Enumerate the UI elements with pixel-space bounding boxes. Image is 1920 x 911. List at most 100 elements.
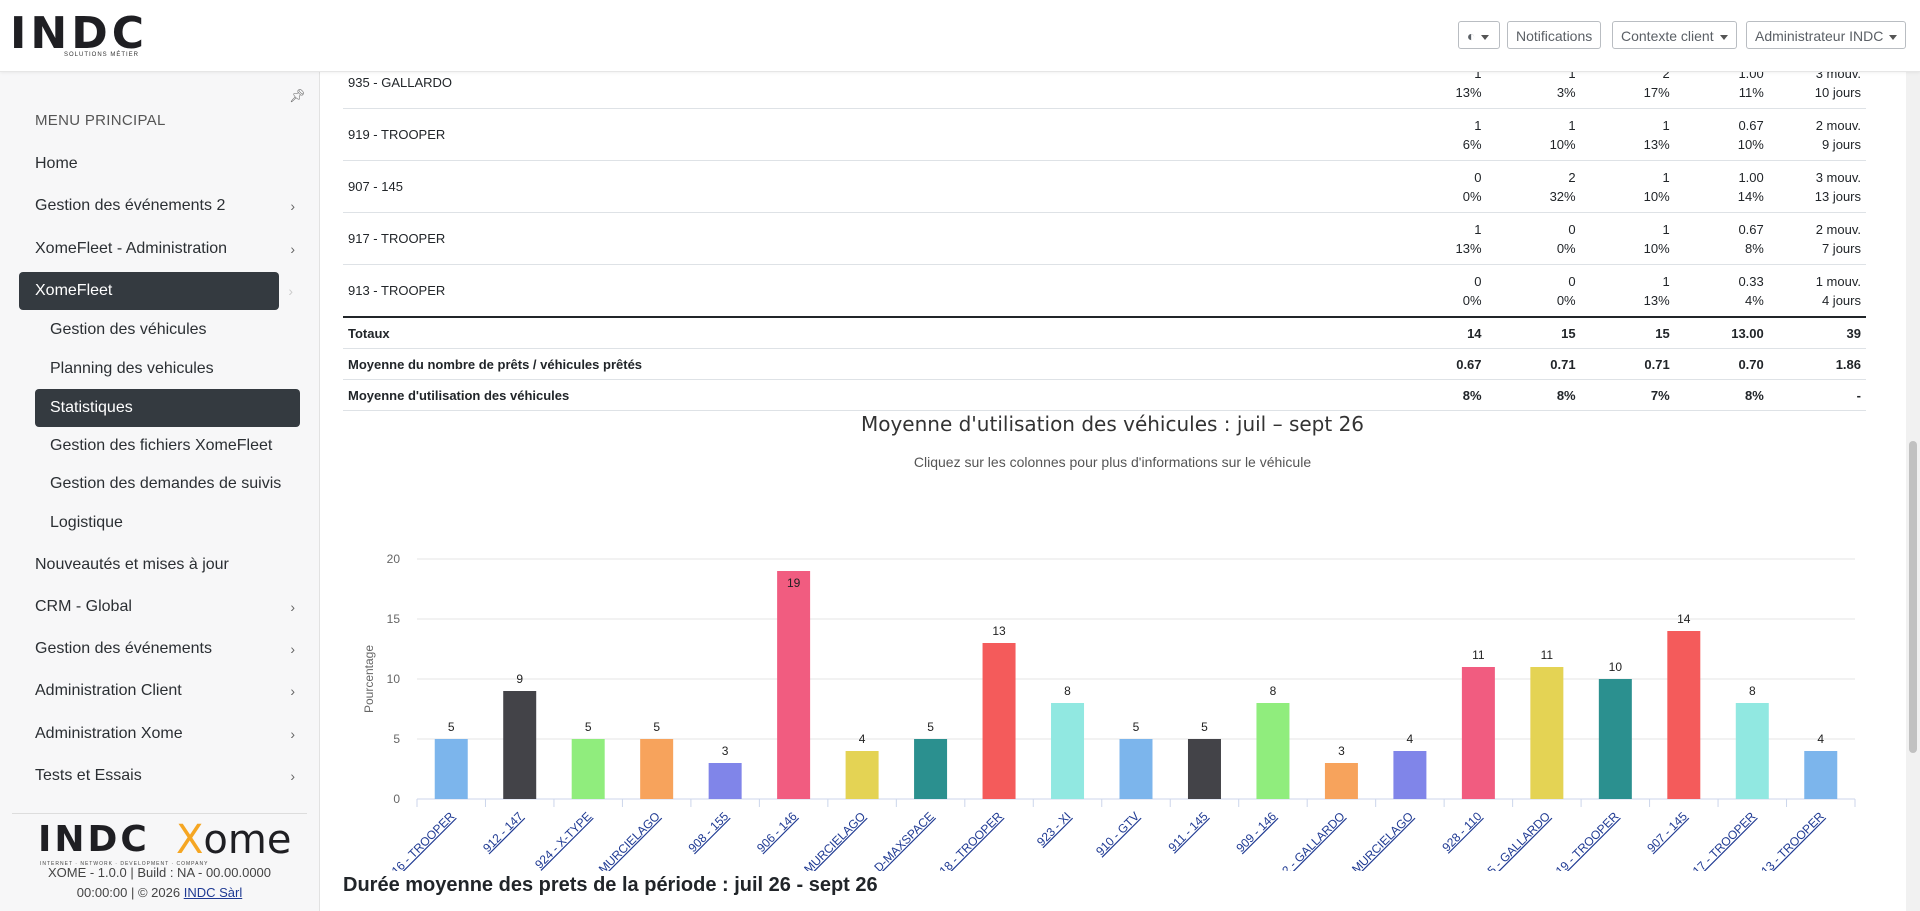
cell-value: 0.67 <box>1738 221 1764 237</box>
x-category-link[interactable]: 919 - TROOPER <box>1548 809 1622 871</box>
chart-bar[interactable] <box>777 571 811 799</box>
avg-loans-row: Moyenne du nombre de prêts / véhicules p… <box>343 348 1866 380</box>
chart-bar[interactable] <box>1119 739 1153 799</box>
sidebar-item-administration-client[interactable]: Administration Client › <box>35 675 295 707</box>
client-context-dropdown[interactable]: Contexte client <box>1612 21 1737 49</box>
cell-percent: 9 jours <box>1821 136 1861 152</box>
cell-value: 3 mouv. <box>1815 71 1861 81</box>
chart-bar[interactable] <box>503 691 537 799</box>
footer-logo-x: X <box>176 817 204 863</box>
chart-bar[interactable] <box>1324 763 1358 799</box>
indc-logo[interactable]: INDC SOLUTIONS MÉTIER <box>10 12 190 60</box>
table-cell: 15 <box>1486 316 1581 349</box>
sidebar-item-administration-xome[interactable]: Administration Xome › <box>35 718 295 750</box>
table-cell: 8% <box>1486 379 1581 411</box>
x-category-link[interactable]: 923 - XI <box>1034 809 1074 849</box>
chart-bar[interactable] <box>982 643 1016 799</box>
x-category-link[interactable]: 935 - GALLARDO <box>1475 809 1553 871</box>
sidebar-item-tests-essais[interactable]: Tests et Essais › <box>35 760 295 792</box>
x-category-link[interactable]: 912 - 147 <box>480 809 526 855</box>
table-cell: 8% <box>1674 379 1769 411</box>
sidebar-item-xomefleet-admin[interactable]: XomeFleet - Administration › <box>35 233 295 265</box>
chart-bar[interactable] <box>434 739 468 799</box>
chart-bar[interactable] <box>845 751 879 799</box>
table-cell: 2 mouv. 7 jours <box>1768 212 1866 265</box>
sidebar-item-gestion-evenements[interactable]: Gestion des événements › <box>35 633 295 665</box>
cell-percent: 10% <box>1737 136 1764 152</box>
table-row: 917 - TROOPER 1 13% 0 0% 1 10% 0.67 8% 2 mouv. 7 j… <box>343 212 1866 265</box>
chevron-right-icon: › <box>290 198 295 214</box>
sidebar-subitem-planning-vehicules[interactable]: Planning des vehicules <box>50 360 214 377</box>
table-cell: 1 13% <box>1376 212 1487 265</box>
theme-toggle-button[interactable]: ◐ <box>1458 21 1500 49</box>
cell-value: 2 <box>1568 169 1576 185</box>
chart-bar[interactable] <box>708 763 742 799</box>
sidebar-item-gestion-evenements-2[interactable]: Gestion des événements 2 › <box>35 190 295 222</box>
data-label: 5 <box>927 720 934 734</box>
sidebar-subitem-fichiers-xomefleet[interactable]: Gestion des fichiers XomeFleet <box>50 437 273 454</box>
sidebar-item-label: Administration Xome <box>35 725 183 742</box>
scrollbar[interactable] <box>1906 71 1920 911</box>
data-label: 11 <box>1472 648 1485 662</box>
x-category-link[interactable]: 928 - 110 <box>1439 809 1484 854</box>
admin-user-dropdown[interactable]: Administrateur INDC <box>1746 21 1907 49</box>
cell-value: 0 <box>1568 273 1576 289</box>
sidebar-item-label: XomeFleet - Administration <box>35 240 228 257</box>
data-label: 8 <box>1749 684 1756 698</box>
sidebar-item-label: XomeFleet <box>35 282 113 299</box>
pushpin-icon[interactable]: 📌︎ <box>289 88 306 103</box>
chart-bar[interactable] <box>1804 751 1838 799</box>
table-cell: 13.00 <box>1674 316 1769 349</box>
chart-bar[interactable] <box>1187 739 1221 799</box>
data-label: 11 <box>1541 648 1554 662</box>
chart-bar[interactable] <box>914 739 948 799</box>
table-cell: 0 0% <box>1486 264 1581 318</box>
x-category-link[interactable]: 911 - 145 <box>1165 809 1210 854</box>
sidebar-subitem-logistique[interactable]: Logistique <box>50 514 123 531</box>
chart-bar[interactable] <box>1051 703 1085 799</box>
cell-value: 1 mouv. <box>1815 273 1861 289</box>
x-category-link[interactable]: 918 - TROOPER <box>932 809 1006 871</box>
cell-value: 1 <box>1662 221 1670 237</box>
sidebar-subitem-statistiques[interactable]: Statistiques <box>35 389 300 427</box>
chart-bar[interactable] <box>1735 703 1769 799</box>
table-cell: 0.33 4% <box>1674 264 1769 318</box>
sidebar-item-nouveautes[interactable]: Nouveautés et mises à jour <box>35 549 295 581</box>
x-category-link[interactable]: 916 - TROOPER <box>384 809 458 871</box>
sidebar-subitem-gestion-vehicules[interactable]: Gestion des véhicules <box>50 321 207 338</box>
vehicle-name-cell: 913 - TROOPER <box>343 264 1377 318</box>
sidebar-item-home[interactable]: Home <box>35 148 295 180</box>
x-category-link[interactable]: 907 - 145 <box>1644 809 1690 855</box>
x-category-link[interactable]: 908 - 155 <box>686 809 732 855</box>
chart-bar[interactable] <box>571 739 605 799</box>
sidebar-item-label: Home <box>35 155 78 172</box>
cell-percent: 13% <box>1455 84 1482 100</box>
chart-bar[interactable] <box>1667 631 1701 799</box>
cell-percent: 0% <box>1556 240 1576 256</box>
notifications-button[interactable]: Notifications <box>1507 21 1602 49</box>
chart-bar[interactable] <box>640 739 674 799</box>
sidebar-subitem-demandes-suivis[interactable]: Gestion des demandes de suivis <box>50 475 282 492</box>
x-category-link[interactable]: 910 - GTV <box>1093 809 1142 858</box>
x-category-link[interactable]: 913 - TROOPER <box>1753 809 1827 871</box>
table-cell: 0.70 <box>1674 348 1769 380</box>
chevron-right-icon: › <box>288 283 293 299</box>
table-cell: 0.67 10% <box>1674 108 1769 161</box>
data-label: 5 <box>1201 720 1208 734</box>
chart-bar[interactable] <box>1393 751 1427 799</box>
x-category-link[interactable]: 924 - X-TYPE <box>532 809 594 871</box>
data-label: 9 <box>516 672 523 686</box>
x-category-link[interactable]: 917 - TROOPER <box>1685 809 1759 871</box>
x-category-link[interactable]: 932 - GALLARDO <box>1270 809 1348 871</box>
chart-bar[interactable] <box>1530 667 1564 799</box>
scrollbar-thumb[interactable] <box>1909 441 1917 753</box>
chart-bar[interactable] <box>1461 667 1495 799</box>
chart-bar[interactable] <box>1256 703 1290 799</box>
sidebar-item-crm-global[interactable]: CRM - Global › <box>35 591 295 623</box>
sidebar-item-xomefleet[interactable]: XomeFleet › <box>19 272 293 310</box>
x-category-link[interactable]: 906 - 146 <box>754 809 800 855</box>
indc-sarl-link[interactable]: INDC Sàrl <box>183 885 243 900</box>
chevron-right-icon: › <box>290 599 295 615</box>
x-category-link[interactable]: 909 - 146 <box>1233 809 1279 855</box>
chart-bar[interactable] <box>1598 679 1632 799</box>
